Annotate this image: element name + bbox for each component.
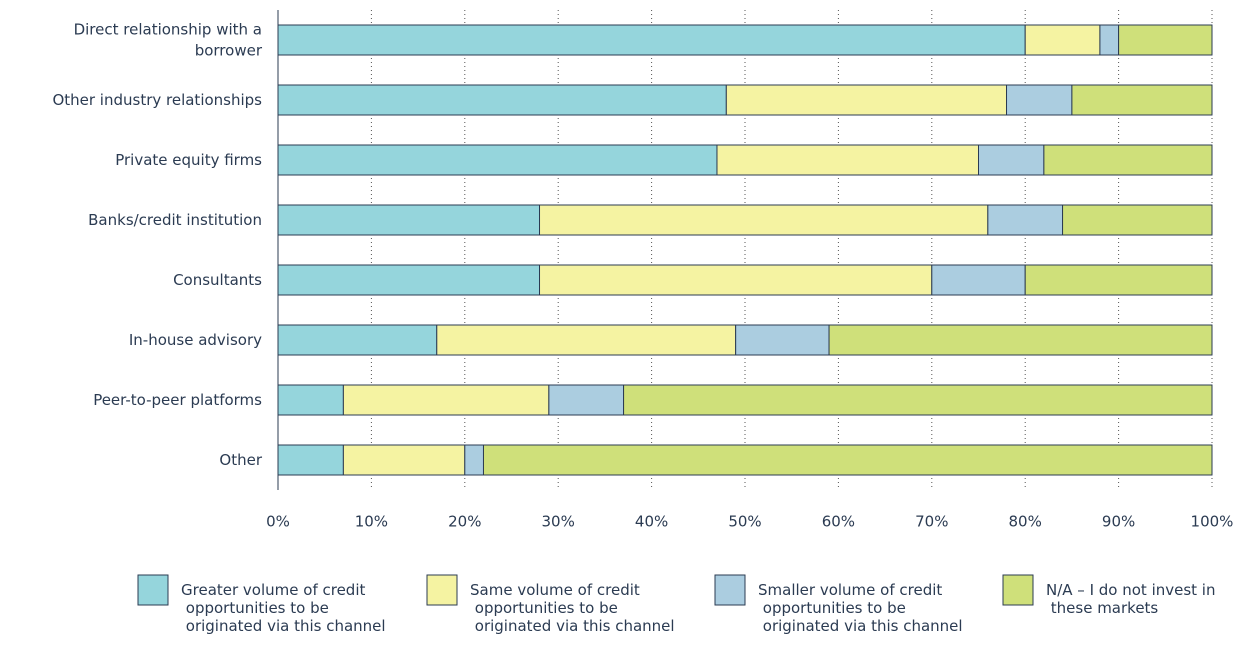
x-tick-label: 90% [1102,513,1135,531]
bar-segment [1099,24,1120,56]
bar-segment [1071,84,1213,116]
bar-segment [436,324,737,356]
bar-segment [464,444,484,476]
bar-segment [1024,264,1213,296]
bar-segment [277,144,718,176]
bar-segment [1118,24,1213,56]
x-tick-label: 80% [1009,513,1042,531]
y-tick-label: Banks/credit institution [88,211,262,229]
x-tick-label: 30% [542,513,575,531]
bar-segment [539,204,989,236]
bar-segment [978,144,1045,176]
legend-swatch [426,574,458,606]
y-tick-label: Peer-to-peer platforms [93,391,262,409]
bar-segment [548,384,625,416]
bar-segment [828,324,1213,356]
bar-segment [716,144,979,176]
bar-segment [277,84,727,116]
bar-segment [725,84,1008,116]
bar-segment [482,444,1213,476]
legend-label: N/A – I do not invest in these markets [1046,581,1215,617]
bar-segment [623,384,1213,416]
x-tick-label: 20% [448,513,481,531]
y-tick-label: In-house advisory [129,331,262,349]
x-tick-label: 10% [355,513,388,531]
bar-segment [277,384,344,416]
y-tick-label: Direct relationship with a borrower [74,20,263,59]
y-tick-label: Other industry relationships [52,91,262,109]
x-tick-label: 50% [728,513,761,531]
bar-segment [931,264,1026,296]
legend-swatch [137,574,169,606]
bar-segment [735,324,830,356]
x-tick-label: 100% [1191,513,1234,531]
x-tick-label: 0% [266,513,290,531]
legend-label: Greater volume of credit opportunities t… [181,581,386,635]
bar-segment [277,444,344,476]
legend-swatch [714,574,746,606]
y-tick-label: Private equity firms [115,151,262,169]
x-tick-label: 40% [635,513,668,531]
bar-segment [1043,144,1213,176]
x-tick-label: 60% [822,513,855,531]
y-tick-label: Consultants [173,271,262,289]
bar-segment [1006,84,1073,116]
bar-segment [539,264,933,296]
bar-segment [1062,204,1213,236]
bar-segment [1024,24,1101,56]
bar-segment [277,324,438,356]
bar-segment [987,204,1064,236]
bar-segment [342,384,550,416]
bar-segment [342,444,466,476]
bar-segment [277,264,541,296]
x-tick-label: 70% [915,513,948,531]
legend-swatch [1002,574,1034,606]
legend-label: Smaller volume of credit opportunities t… [758,581,963,635]
bar-segment [277,24,1026,56]
legend-label: Same volume of credit opportunities to b… [470,581,675,635]
bar-segment [277,204,541,236]
y-tick-label: Other [219,451,262,469]
